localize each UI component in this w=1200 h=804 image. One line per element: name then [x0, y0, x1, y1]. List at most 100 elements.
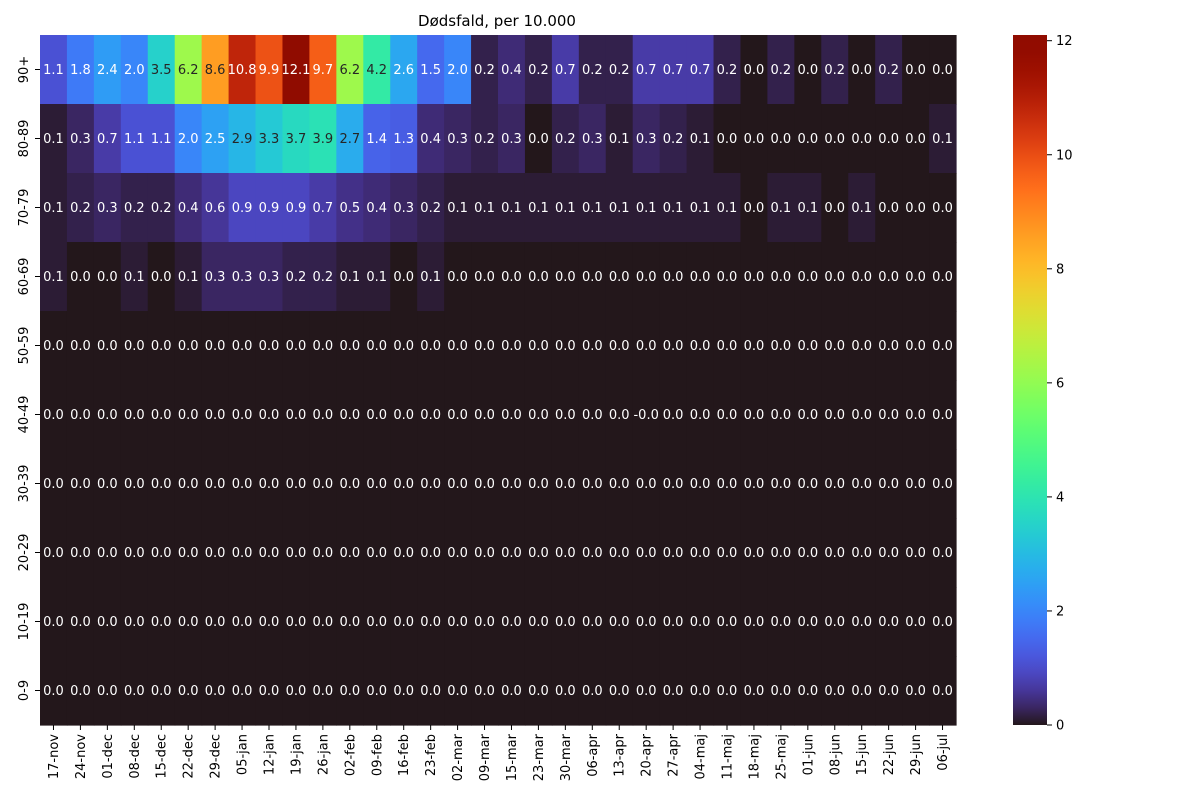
cell-value-label: 0.0: [474, 408, 495, 423]
heatmap-cell: [524, 311, 553, 381]
heatmap-cell: [794, 449, 822, 519]
cell-value-label: 0.0: [609, 339, 630, 354]
cell-value-label: 0.0: [824, 270, 845, 285]
cell-value-label: 0.0: [797, 477, 818, 492]
heatmap-cell: [794, 35, 822, 105]
heatmap-cell: [605, 380, 634, 450]
heatmap-cell: [767, 518, 795, 588]
cell-value-label: 0.0: [771, 546, 792, 561]
heatmap-cell: [659, 311, 688, 381]
y-tick-label: 40-49: [17, 396, 32, 434]
cell-value-label: 0.0: [232, 546, 253, 561]
x-tick-label: 04-maj: [694, 734, 709, 779]
cell-value-label: 0.0: [609, 546, 630, 561]
heatmap-cell: [66, 242, 95, 312]
heatmap-cell: [740, 449, 769, 519]
heatmap-cell: [875, 35, 903, 105]
heatmap-cell: [686, 380, 715, 450]
heatmap-cell: [794, 587, 822, 657]
cell-value-label: 0.0: [528, 684, 549, 699]
heatmap-cell: [551, 587, 580, 657]
heatmap-cell: [309, 104, 337, 174]
heatmap-value-labels: 1.1 1.8 2.4 2.0 3.5 6.2 8.6 10.8 9.9 12.1 9.7 6.2 4.…: [43, 63, 953, 699]
cell-value-label: 0.0: [151, 270, 172, 285]
cell-value-label: 0.0: [824, 615, 845, 630]
heatmap-cell: [40, 35, 68, 105]
cell-value-label: 0.1: [932, 132, 953, 147]
x-tick-label: 23-mar: [532, 733, 547, 781]
heatmap-cell: [498, 104, 526, 174]
y-tick-label: 60-69: [17, 258, 32, 296]
cell-value-label: 0.0: [393, 615, 414, 630]
heatmap-cell: [740, 104, 769, 174]
heatmap-cell: [228, 242, 257, 312]
cell-value-label: 0.0: [205, 408, 226, 423]
cell-value-label: 0.0: [43, 339, 64, 354]
x-tick-label: 06-jul: [936, 734, 951, 771]
cell-value-label: 0.0: [501, 684, 522, 699]
cell-value-label: 0.0: [690, 408, 711, 423]
cell-value-label: 0.0: [851, 684, 872, 699]
heatmap-cell: [40, 656, 68, 726]
cell-value-label: 0.0: [932, 63, 953, 78]
cell-value-label: 0.0: [339, 339, 360, 354]
heatmap-cell: [174, 656, 203, 726]
heatmap-cell: [40, 518, 68, 588]
cell-value-label: 0.1: [851, 201, 872, 216]
heatmap-cell: [821, 656, 849, 726]
cell-value-label: 0.0: [771, 684, 792, 699]
cell-value-label: 0.1: [474, 201, 495, 216]
heatmap-cell: [228, 311, 257, 381]
heatmap-cell: [147, 380, 176, 450]
cell-value-label: 0.0: [797, 63, 818, 78]
heatmap-cell: [902, 311, 930, 381]
cell-value-label: 0.0: [70, 546, 91, 561]
heatmap-cell: [201, 104, 230, 174]
cell-value-label: 8.6: [205, 63, 226, 78]
heatmap-cell: [309, 242, 337, 312]
heatmap-cell: [848, 104, 876, 174]
heatmap-cell: [444, 173, 472, 243]
cell-value-label: 0.0: [636, 684, 657, 699]
cell-value-label: 0.0: [232, 408, 253, 423]
cell-value-label: 0.0: [824, 408, 845, 423]
heatmap-cell: [929, 656, 957, 726]
heatmap-cell: [659, 380, 688, 450]
cell-value-label: 0.0: [97, 408, 118, 423]
cell-value-label: 0.0: [744, 615, 765, 630]
heatmap-cell: [578, 587, 607, 657]
cell-value-label: 0.2: [313, 270, 334, 285]
heatmap-cell: [201, 380, 230, 450]
cell-value-label: 0.9: [286, 201, 307, 216]
cell-value-label: 0.0: [878, 339, 899, 354]
cell-value-label: 3.9: [313, 132, 334, 147]
cell-value-label: 1.3: [393, 132, 414, 147]
cell-value-label: 0.3: [447, 132, 468, 147]
cell-value-label: 0.0: [797, 339, 818, 354]
heatmap-cell: [417, 587, 445, 657]
heatmap-cell: [821, 587, 849, 657]
cell-value-label: 0.2: [717, 63, 738, 78]
heatmap-cell: [363, 656, 391, 726]
heatmap-cell: [686, 656, 715, 726]
cell-value-label: 0.0: [313, 546, 334, 561]
heatmap-cell: [471, 104, 499, 174]
heatmap-cell: [255, 449, 284, 519]
heatmap-cell: [902, 587, 930, 657]
cell-value-label: 0.0: [232, 615, 253, 630]
cell-value-label: 0.0: [339, 684, 360, 699]
heatmap-cell: [767, 587, 795, 657]
cell-value-label: 0.0: [609, 270, 630, 285]
cell-value-label: 0.9: [232, 201, 253, 216]
x-tick-label: 29-dec: [209, 734, 224, 779]
cell-value-label: 0.0: [205, 339, 226, 354]
cell-value-label: 0.0: [851, 270, 872, 285]
heatmap-cell: [282, 518, 311, 588]
x-tick-label: 16-feb: [397, 734, 412, 776]
heatmap-cell: [201, 449, 230, 519]
cell-value-label: 0.7: [555, 63, 576, 78]
heatmap-cell: [255, 656, 284, 726]
cell-value-label: 2.7: [339, 132, 360, 147]
cell-value-label: 0.0: [232, 684, 253, 699]
cell-value-label: 12.1: [281, 63, 310, 78]
